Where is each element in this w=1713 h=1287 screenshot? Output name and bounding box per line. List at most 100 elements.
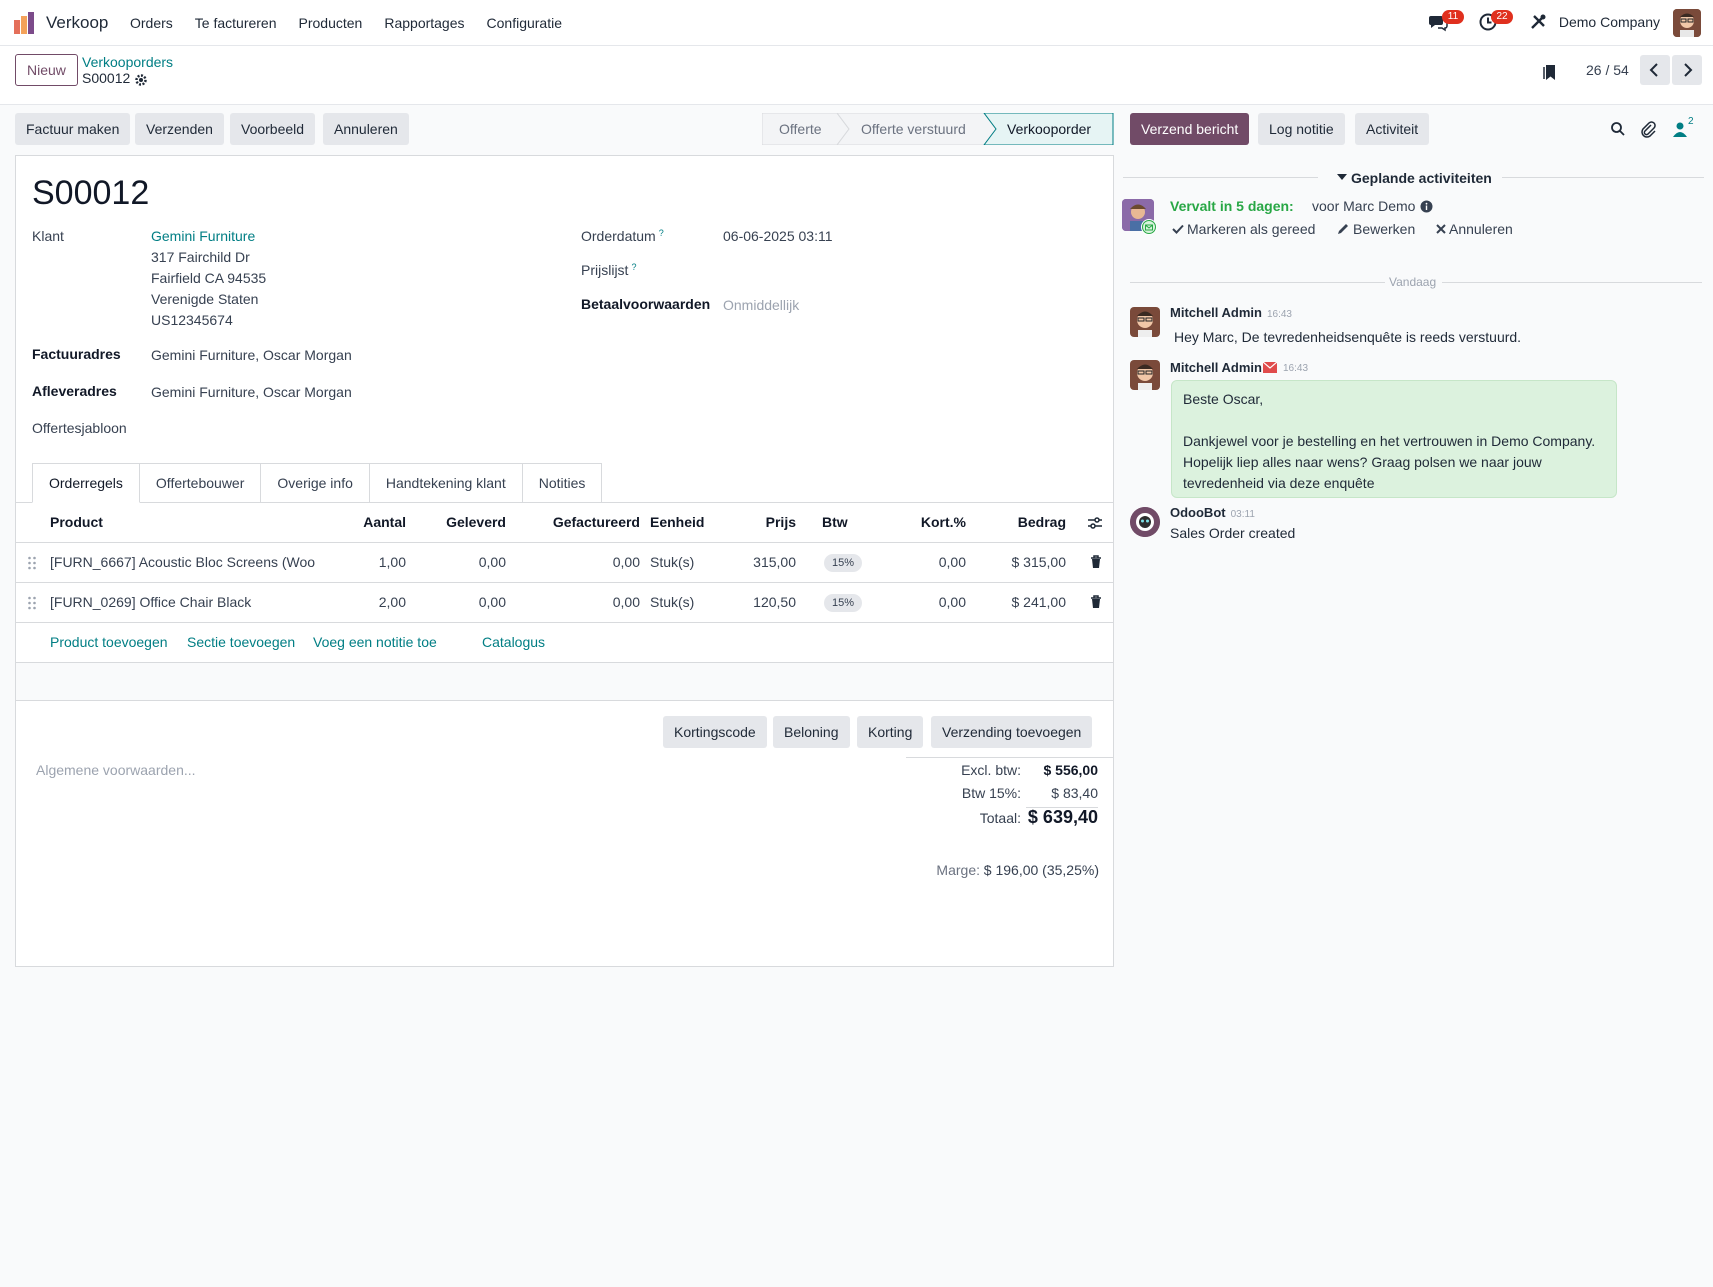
line-tax-badge[interactable]: 15% — [824, 554, 863, 572]
tab-other-info[interactable]: Overige info — [261, 463, 370, 503]
paperclip-icon[interactable] — [1640, 120, 1656, 138]
divider — [1502, 177, 1704, 178]
column-amount[interactable]: Bedrag — [1017, 514, 1066, 530]
preview-button[interactable]: Voorbeeld — [230, 113, 316, 145]
activity-button[interactable]: Activiteit — [1355, 113, 1430, 145]
tab-quote-builder[interactable]: Offertebouwer — [139, 463, 262, 503]
search-icon[interactable] — [1610, 121, 1626, 137]
column-discount[interactable]: Kort.% — [920, 514, 966, 530]
column-quantity[interactable]: Aantal — [363, 514, 406, 530]
breadcrumb-parent[interactable]: Verkooporders — [82, 54, 174, 70]
add-shipping-button[interactable]: Verzending toevoegen — [931, 716, 1093, 748]
margin-value: $ 196,00 (35,25%) — [983, 862, 1099, 878]
tab-order-lines[interactable]: Orderregels — [32, 463, 140, 503]
pricelist-label: Prijslijst? — [581, 262, 637, 278]
table-row[interactable]: [FURN_6667] Acoustic Bloc Screens (Woo 1… — [16, 543, 1113, 583]
tab-notes[interactable]: Notities — [522, 463, 603, 503]
line-discount[interactable]: 0,00 — [938, 554, 966, 570]
menu-orders[interactable]: Orders — [130, 15, 173, 31]
stage-sales-order[interactable]: Verkooporder — [1007, 121, 1092, 137]
cancel-order-button[interactable]: Annuleren — [323, 113, 409, 145]
column-product[interactable]: Product — [50, 514, 103, 530]
pencil-icon[interactable] — [1337, 223, 1349, 235]
activity-due: Vervalt in 5 dagen: — [1170, 198, 1294, 214]
times-icon[interactable] — [1436, 224, 1446, 234]
grip-icon[interactable] — [27, 556, 37, 570]
reward-button[interactable]: Beloning — [773, 716, 850, 748]
gear-icon[interactable] — [134, 73, 148, 87]
terms-conditions-field[interactable]: Algemene voorwaarden... — [36, 762, 196, 778]
delivery-address-field[interactable]: Gemini Furniture, Oscar Morgan — [151, 384, 352, 400]
add-product-link[interactable]: Product toevoegen — [50, 634, 168, 650]
payment-terms-field[interactable]: Onmiddellijk — [723, 297, 800, 313]
settings-toggle-icon[interactable] — [1088, 516, 1102, 530]
check-icon[interactable] — [1172, 224, 1184, 234]
pager-value[interactable]: 26 / 54 — [1586, 62, 1629, 78]
column-tax[interactable]: Btw — [822, 514, 848, 530]
column-price[interactable]: Prijs — [765, 514, 796, 530]
stage-quotation-sent[interactable]: Offerte verstuurd — [861, 121, 966, 137]
column-uom[interactable]: Eenheid — [650, 514, 705, 530]
notebook-tabs: Orderregels Offertebouwer Overige info H… — [32, 463, 603, 503]
payment-terms-label: Betaalvoorwaarden — [581, 296, 711, 312]
discount-button[interactable]: Korting — [857, 716, 924, 748]
pager-next-button[interactable] — [1672, 55, 1702, 85]
catalog-link[interactable]: Catalogus — [482, 634, 546, 650]
mark-done-link[interactable]: Markeren als gereed — [1187, 221, 1316, 237]
pager-previous-button[interactable] — [1640, 55, 1670, 85]
delivery-address-label: Afleveradres — [32, 383, 117, 399]
line-uom[interactable]: Stuk(s) — [650, 554, 695, 570]
coupon-code-button[interactable]: Kortingscode — [663, 716, 767, 748]
avatar — [1130, 307, 1160, 337]
user-avatar[interactable] — [1673, 9, 1701, 37]
send-message-button[interactable]: Verzend bericht — [1130, 113, 1250, 145]
column-delivered[interactable]: Geleverd — [446, 514, 506, 530]
total-label: Totaal: — [979, 810, 1021, 826]
stage-quotation[interactable]: Offerte — [779, 121, 822, 137]
create-invoice-button[interactable]: Factuur maken — [15, 113, 131, 145]
table-row[interactable]: [FURN_0269] Office Chair Black 2,00 0,00… — [16, 583, 1113, 623]
follower-icon[interactable] — [1673, 121, 1687, 137]
menu-products[interactable]: Producten — [298, 15, 363, 31]
line-quantity[interactable]: 2,00 — [378, 594, 406, 610]
planned-activities-toggle[interactable]: Geplande activiteiten — [1351, 170, 1492, 186]
bookmark-icon[interactable] — [1542, 63, 1558, 81]
line-product[interactable]: [FURN_6667] Acoustic Bloc Screens (Woo — [50, 554, 316, 570]
app-logo-icon[interactable] — [14, 12, 36, 34]
tax-amount: $ 83,40 — [1051, 785, 1098, 801]
menu-configuration[interactable]: Configuratie — [486, 15, 563, 31]
customer-address-line: Fairfield CA 94535 — [151, 270, 267, 286]
divider — [1123, 177, 1318, 178]
line-quantity[interactable]: 1,00 — [378, 554, 406, 570]
column-invoiced[interactable]: Gefactureerd — [552, 514, 640, 530]
info-icon[interactable] — [1420, 200, 1433, 213]
add-section-link[interactable]: Sectie toevoegen — [187, 634, 296, 650]
menu-to-invoice[interactable]: Te factureren — [194, 15, 277, 31]
tab-customer-signature[interactable]: Handtekening klant — [369, 463, 523, 503]
line-tax-badge[interactable]: 15% — [824, 594, 863, 612]
customer-field[interactable]: Gemini Furniture — [151, 228, 256, 244]
empty-row — [16, 663, 1113, 701]
trash-icon[interactable] — [1090, 555, 1102, 569]
line-uom[interactable]: Stuk(s) — [650, 594, 695, 610]
menu-reporting[interactable]: Rapportages — [384, 15, 465, 31]
invoice-address-field[interactable]: Gemini Furniture, Oscar Morgan — [151, 347, 352, 363]
line-discount[interactable]: 0,00 — [938, 594, 966, 610]
trash-icon[interactable] — [1090, 595, 1102, 609]
line-price[interactable]: 315,00 — [753, 554, 796, 570]
line-price[interactable]: 120,50 — [753, 594, 796, 610]
order-date-field[interactable]: 06-06-2025 03:11 — [723, 228, 833, 244]
caret-down-icon[interactable] — [1337, 173, 1347, 181]
grip-icon[interactable] — [27, 596, 37, 610]
app-name[interactable]: Verkoop — [46, 13, 109, 32]
edit-activity-link[interactable]: Bewerken — [1353, 221, 1416, 237]
log-note-button[interactable]: Log notitie — [1258, 113, 1345, 145]
tools-icon[interactable] — [1528, 12, 1548, 32]
company-switcher[interactable]: Demo Company — [1558, 14, 1660, 30]
add-note-link[interactable]: Voeg een notitie toe — [313, 634, 437, 650]
new-button[interactable]: Nieuw — [15, 54, 78, 86]
cancel-activity-link[interactable]: Annuleren — [1449, 221, 1513, 237]
avatar — [1130, 360, 1160, 390]
line-product[interactable]: [FURN_0269] Office Chair Black — [50, 594, 252, 610]
send-button[interactable]: Verzenden — [135, 113, 224, 145]
